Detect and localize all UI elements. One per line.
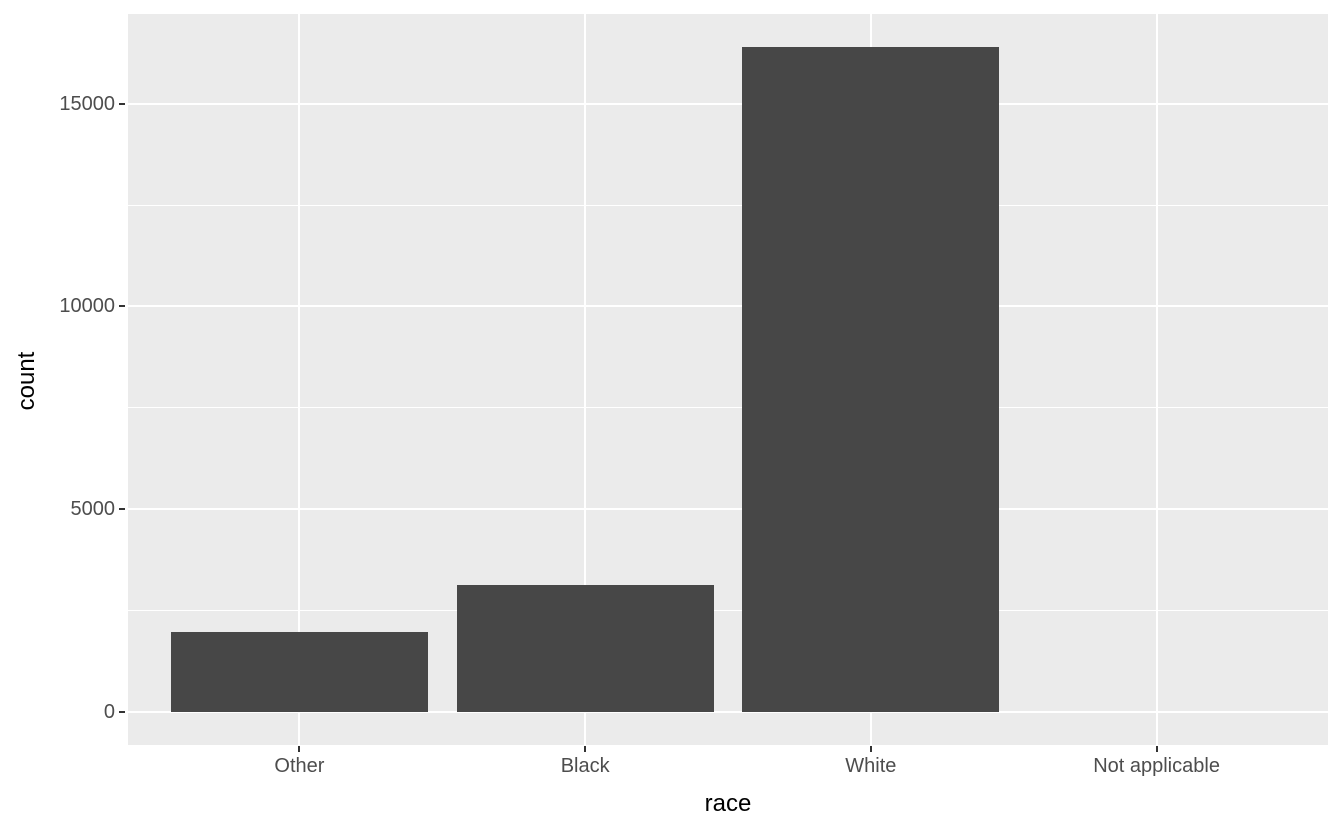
minor-gridline-y: [128, 407, 1328, 409]
major-gridline-y: [128, 305, 1328, 308]
major-gridline-x: [1155, 14, 1158, 745]
y-tick-label: 10000: [59, 295, 115, 318]
x-tick-mark: [298, 746, 301, 752]
y-axis-title: count: [13, 351, 40, 411]
bar-black: [456, 584, 714, 712]
minor-gridline-y: [128, 609, 1328, 611]
x-tick-label: White: [845, 755, 897, 777]
minor-gridline-y: [128, 204, 1328, 206]
major-gridline-y: [128, 102, 1328, 105]
x-tick-label: Black: [560, 755, 610, 777]
x-tick-label: Not applicable: [1093, 755, 1220, 777]
plot-panel: [128, 14, 1328, 745]
x-tick-mark: [869, 746, 872, 752]
x-tick-mark: [584, 746, 587, 752]
y-tick-mark: [119, 305, 125, 308]
y-tick-mark: [119, 508, 125, 511]
major-gridline-x: [298, 14, 301, 745]
x-axis-title: race: [704, 790, 752, 817]
y-tick-mark: [119, 710, 125, 713]
bar-other: [170, 632, 428, 712]
y-tick-label: 15000: [59, 92, 115, 115]
major-gridline-y: [128, 508, 1328, 511]
bar-white: [742, 47, 1000, 712]
major-gridline-x: [584, 14, 587, 745]
x-tick-mark: [1155, 746, 1158, 752]
major-gridline-y: [128, 710, 1328, 713]
x-tick-label: Other: [274, 755, 325, 777]
y-tick-label: 0: [103, 700, 115, 723]
y-tick-mark: [119, 102, 125, 105]
y-tick-label: 5000: [70, 498, 116, 521]
